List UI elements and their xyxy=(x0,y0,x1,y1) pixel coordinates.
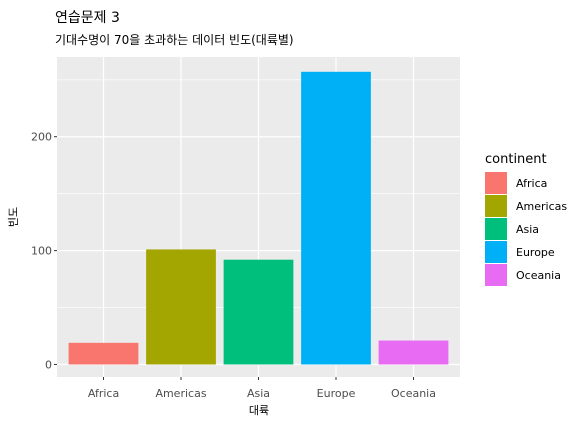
legend-label: Americas xyxy=(516,200,567,213)
legend-label: Asia xyxy=(516,223,539,236)
bars xyxy=(68,71,449,365)
legend-key-oceania xyxy=(485,264,507,286)
legend-key-europe xyxy=(485,241,507,263)
x-axis: Africa Americas Asia Europe Oceania xyxy=(88,377,436,400)
y-tick-label: 100 xyxy=(31,245,52,258)
legend-title: continent xyxy=(485,152,547,167)
x-tick-label: Americas xyxy=(155,387,206,400)
legend-label: Europe xyxy=(516,246,555,259)
x-axis-label: 대륙 xyxy=(249,404,269,417)
y-tick-label: 200 xyxy=(31,131,52,144)
y-axis-label: 빈도 xyxy=(7,207,20,227)
legend-label: Oceania xyxy=(516,269,561,282)
legend-key-americas xyxy=(485,195,507,217)
legend-key-africa xyxy=(485,172,507,194)
chart-subtitle: 기대수명이 70을 초과하는 데이터 빈도(대륙별) xyxy=(55,33,294,47)
y-axis: 0 100 200 xyxy=(31,131,57,371)
chart-title: 연습문제 3 xyxy=(55,10,120,26)
bar-americas xyxy=(146,249,216,365)
legend-key-asia xyxy=(485,218,507,240)
x-tick-label: Oceania xyxy=(391,387,436,400)
y-tick-label: 0 xyxy=(45,358,52,371)
bar-asia xyxy=(223,259,294,365)
x-tick-label: Europe xyxy=(317,387,356,400)
x-tick-label: Asia xyxy=(247,387,270,400)
bar-africa xyxy=(68,342,139,365)
legend: continent Africa Americas Asia Europe Oceani… xyxy=(485,152,567,286)
bar-oceania xyxy=(378,340,449,365)
bar-europe xyxy=(301,71,371,365)
legend-label: Africa xyxy=(516,177,547,190)
x-tick-label: Africa xyxy=(88,387,119,400)
